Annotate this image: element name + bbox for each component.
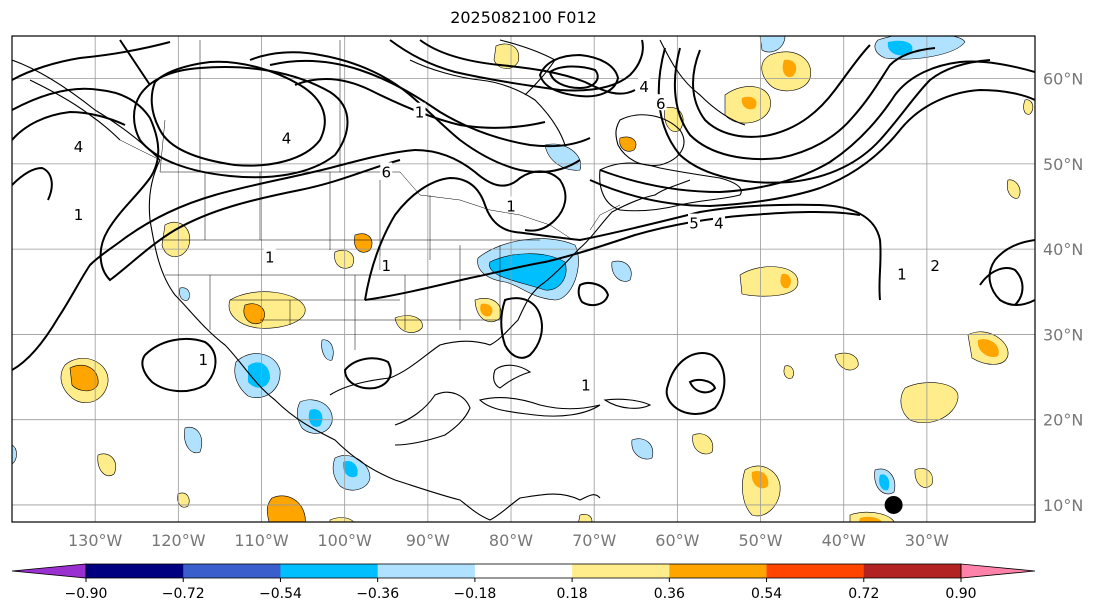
colorbar-segment bbox=[280, 564, 379, 578]
latitude-label: 50°N bbox=[1043, 155, 1083, 174]
contour-label-background bbox=[197, 350, 210, 366]
shaded-fields bbox=[12, 36, 1034, 522]
longitude-label: 30°W bbox=[905, 531, 949, 550]
colorbar-tick-label: 0.90 bbox=[945, 586, 976, 602]
latitude-labels: 60°N 50°N 40°N 30°N 20°N 10°N bbox=[1043, 70, 1083, 515]
colorbar-tick-label: −0.18 bbox=[453, 586, 496, 602]
colorbar-segment bbox=[572, 564, 670, 578]
contour-label-background bbox=[380, 162, 393, 179]
contour-label-background bbox=[712, 213, 725, 230]
latitude-label: 60°N bbox=[1043, 70, 1083, 89]
contour-label-background bbox=[263, 247, 276, 264]
colorbar-tick-label: 0.18 bbox=[557, 586, 588, 602]
contour-label-background bbox=[380, 256, 393, 273]
contour-label-background bbox=[413, 102, 426, 119]
contour-label-background bbox=[280, 128, 293, 145]
contour-label: 6 bbox=[381, 163, 391, 181]
contour-label-background bbox=[654, 94, 667, 111]
map-frame bbox=[11, 35, 1036, 523]
contour-label: 1 bbox=[581, 377, 591, 395]
colorbar-segment bbox=[183, 564, 281, 578]
contour-label: 1 bbox=[897, 266, 907, 284]
longitude-label: 50°W bbox=[738, 531, 782, 550]
colorbar-segment bbox=[766, 564, 865, 578]
latitude-label: 30°N bbox=[1043, 325, 1083, 344]
colorbar-tick-labels: −0.90 −0.72 −0.54 −0.36 −0.18 0.18 0.36 0.54 0.7… bbox=[65, 578, 977, 602]
latitude-label: 10°N bbox=[1043, 496, 1083, 515]
contour-label-background bbox=[72, 205, 85, 222]
colorbar bbox=[11, 563, 1036, 579]
colorbar-extend-max bbox=[960, 563, 1036, 579]
gridlines bbox=[12, 36, 1035, 522]
contour-label-background bbox=[929, 256, 942, 273]
contour-label-background bbox=[505, 196, 518, 213]
colorbar-segment bbox=[86, 564, 184, 578]
longitude-label: 100°W bbox=[318, 531, 373, 550]
colorbar-outline bbox=[85, 563, 962, 579]
latitude-label: 40°N bbox=[1043, 240, 1083, 259]
longitude-label: 80°W bbox=[489, 531, 533, 550]
contour-label: 6 bbox=[656, 95, 666, 113]
longitude-label: 60°W bbox=[655, 531, 699, 550]
contour-label-background bbox=[72, 136, 85, 153]
colorbar-segment bbox=[474, 564, 573, 578]
contour-label-background bbox=[638, 77, 651, 94]
latitude-label: 20°N bbox=[1043, 411, 1083, 430]
colorbar-segment bbox=[863, 564, 962, 578]
colorbar-tick-label: 0.36 bbox=[654, 586, 685, 602]
colorbar-tick-label: −0.90 bbox=[65, 586, 108, 602]
contour-label-background bbox=[579, 375, 592, 392]
longitude-label: 120°W bbox=[151, 531, 206, 550]
colorbar-segment bbox=[669, 564, 768, 578]
colorbar-tick-label: −0.54 bbox=[259, 586, 302, 602]
contour-label-background bbox=[895, 264, 908, 281]
colorbar-tick-label: 0.72 bbox=[848, 586, 879, 602]
map-title: 2025082100 F012 bbox=[450, 8, 597, 27]
contour-label: 1 bbox=[265, 249, 275, 267]
colorbar-segment bbox=[377, 564, 476, 578]
contour-label: 4 bbox=[282, 129, 292, 147]
political-borders bbox=[119, 40, 621, 350]
contour-label: 1 bbox=[381, 257, 391, 275]
longitude-label: 40°W bbox=[822, 531, 866, 550]
contour-label: 1 bbox=[415, 104, 425, 122]
contour-label: 1 bbox=[506, 198, 516, 216]
longitude-label: 70°W bbox=[572, 531, 616, 550]
longitude-label: 110°W bbox=[234, 531, 289, 550]
colorbar-extend-min bbox=[11, 563, 87, 579]
contour-label: 4 bbox=[714, 215, 724, 233]
contour-label: 1 bbox=[74, 206, 84, 224]
colorbar-tick-label: 0.54 bbox=[751, 586, 782, 602]
longitude-labels: 130°W 120°W 110°W 100°W 90°W 80°W 70°W 60°W 50°W… bbox=[68, 531, 949, 550]
longitude-label: 90°W bbox=[406, 531, 450, 550]
longitude-label: 130°W bbox=[68, 531, 123, 550]
contour-label: 2 bbox=[930, 257, 940, 275]
contour-label-background bbox=[688, 213, 700, 230]
coastlines bbox=[12, 39, 746, 521]
contours bbox=[12, 39, 1035, 415]
contour-label: 5 bbox=[689, 215, 699, 233]
colorbar-tick-label: −0.36 bbox=[356, 586, 399, 602]
contour-label: 4 bbox=[639, 78, 649, 96]
contour-label: 1 bbox=[199, 351, 209, 369]
storm-position-marker bbox=[884, 495, 903, 514]
colorbar-tick-label: −0.72 bbox=[162, 586, 205, 602]
contour-label: 4 bbox=[74, 138, 84, 156]
